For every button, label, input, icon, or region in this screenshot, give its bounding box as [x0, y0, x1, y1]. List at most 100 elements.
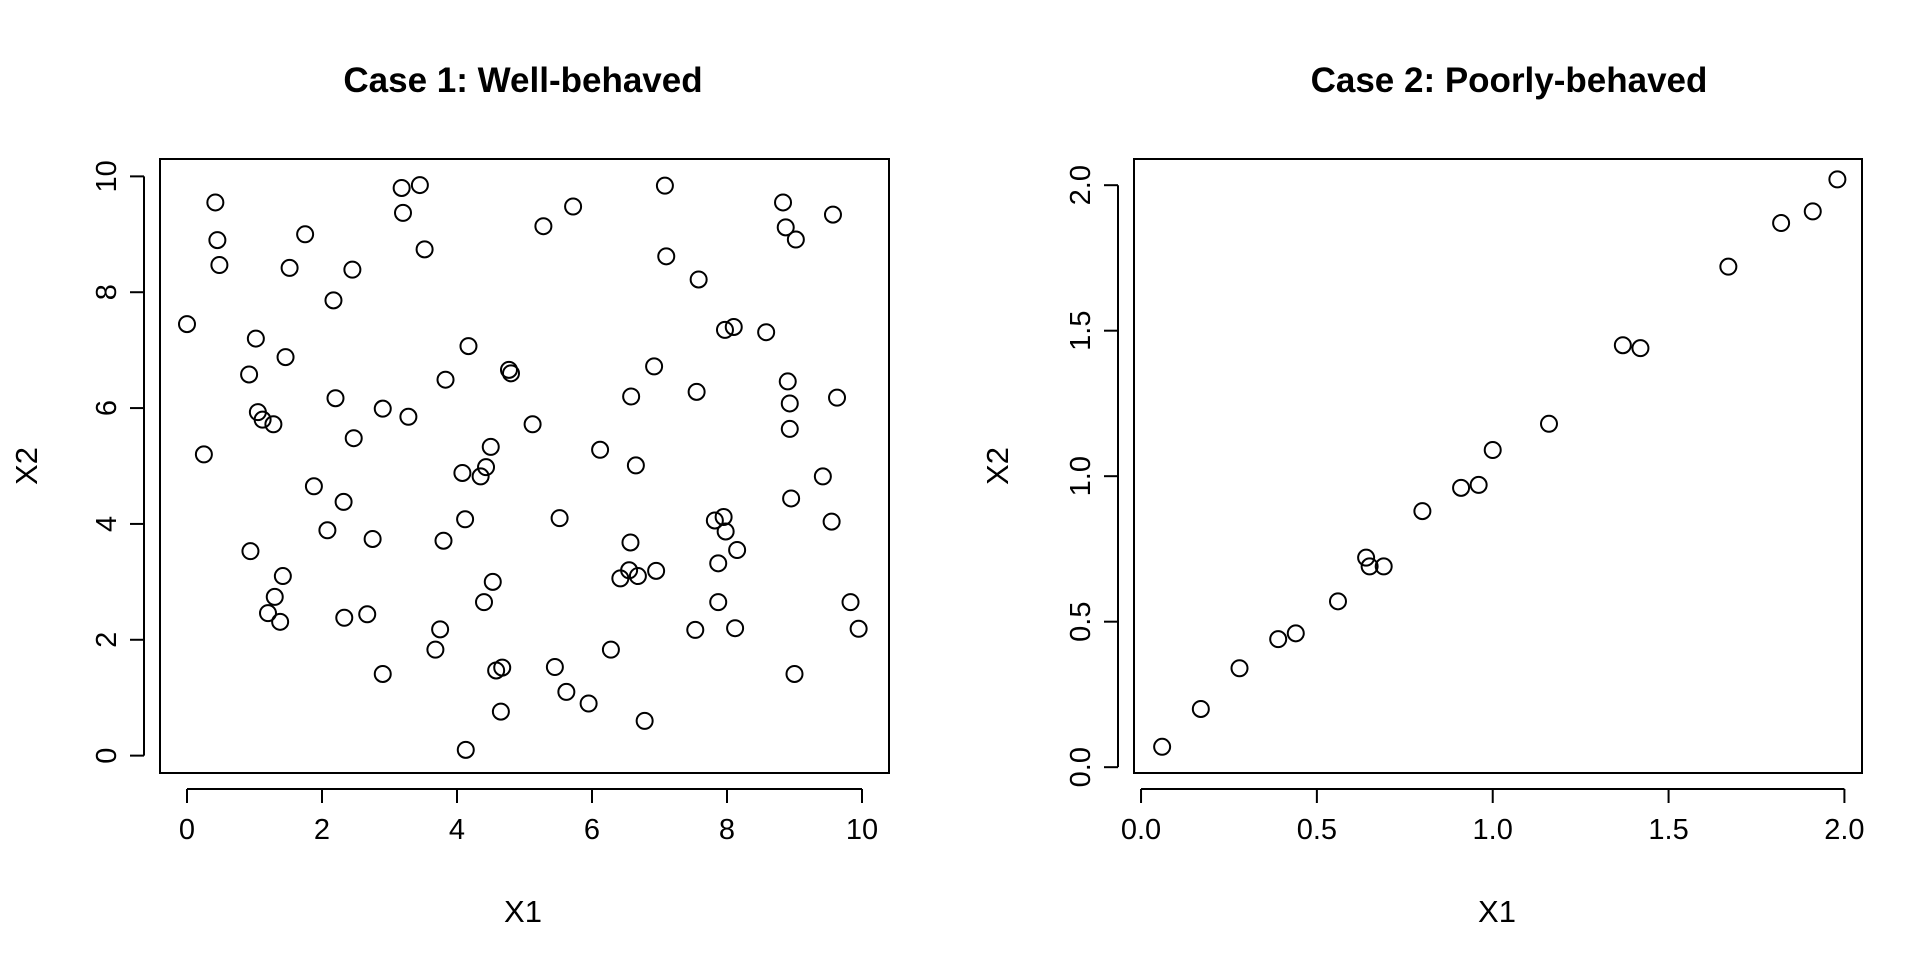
plot-frame: [159, 158, 890, 774]
data-point: [335, 608, 354, 627]
data-point: [194, 445, 213, 464]
data-point: [453, 463, 472, 482]
data-point: [635, 711, 654, 730]
data-point: [392, 178, 411, 197]
data-point: [304, 477, 323, 496]
data-point: [456, 740, 475, 759]
data-point: [265, 587, 284, 606]
data-point: [1374, 557, 1393, 576]
data-point: [178, 315, 196, 334]
data-point: [774, 193, 793, 212]
data-point: [689, 270, 708, 289]
data-point: [358, 605, 377, 624]
x-tick-label: 0.0: [1121, 814, 1161, 846]
data-point: [1153, 737, 1172, 756]
data-point: [343, 260, 362, 279]
data-point: [1828, 170, 1847, 189]
data-point: [493, 658, 512, 677]
data-point: [782, 489, 801, 508]
data-point: [780, 419, 799, 438]
data-point: [264, 415, 283, 434]
data-point: [373, 399, 392, 418]
data-point: [715, 320, 734, 339]
x-tick-label: 8: [719, 814, 735, 846]
data-point: [1191, 699, 1210, 718]
y-axis-ticks: 0.0 0.5 1.0 1.5 2.0: [1065, 165, 1119, 787]
data-point: [363, 529, 382, 548]
plot-frame: [1133, 158, 1863, 774]
data-point: [271, 612, 290, 631]
data-point: [564, 197, 583, 216]
data-point: [373, 664, 392, 683]
data-point: [240, 365, 259, 384]
data-point: [434, 531, 453, 550]
data-point: [557, 682, 576, 701]
data-point: [1483, 440, 1502, 459]
data-point: [849, 619, 868, 638]
data-point: [1357, 548, 1376, 567]
data-point: [841, 593, 860, 612]
data-point: [716, 522, 735, 541]
data-point: [1328, 592, 1347, 611]
data-point: [280, 258, 299, 277]
data-point: [273, 567, 292, 586]
data-point: [1469, 475, 1488, 494]
data-point: [657, 247, 676, 266]
y-axis-label: X2: [980, 447, 1015, 485]
y-tick-label: 2.0: [1065, 165, 1097, 205]
x-tick-label: 2: [314, 814, 330, 846]
data-point: [724, 317, 743, 336]
data-point: [324, 291, 343, 310]
data-point: [1613, 336, 1632, 355]
data-point: [491, 702, 510, 721]
data-point: [776, 218, 795, 237]
x-tick-label: 0.5: [1297, 814, 1337, 846]
data-point: [1772, 214, 1791, 233]
data-point: [246, 329, 265, 348]
y-tick-label: 4: [91, 516, 123, 532]
data-point: [601, 640, 620, 659]
data-point: [579, 694, 598, 713]
data-point: [828, 388, 847, 407]
y-tick-label: 2: [91, 632, 123, 648]
data-point: [426, 640, 445, 659]
chart-title: Case 1: Well-behaved: [343, 61, 702, 100]
data-point: [326, 389, 345, 408]
data-point: [399, 407, 418, 426]
data-point: [757, 323, 776, 342]
data-point: [410, 176, 429, 195]
x-axis-label: X1: [1478, 894, 1516, 929]
data-point: [622, 387, 641, 406]
data-point: [1269, 630, 1288, 649]
x-tick-label: 10: [846, 814, 878, 846]
data-point: [726, 619, 745, 638]
y-tick-label: 8: [91, 284, 123, 300]
y-tick-label: 0.5: [1065, 602, 1097, 642]
data-point: [823, 205, 842, 224]
data-point: [778, 372, 797, 391]
panel-case-2: Case 2: Poorly-behaved X1 X2 0.0 0.5 1.0 1.…: [980, 61, 1865, 929]
data-point: [206, 193, 225, 212]
data-point: [620, 561, 639, 580]
y-axis-ticks: 0 2 4 6 8 10: [91, 160, 145, 764]
data-point: [259, 604, 277, 623]
data-point: [1286, 624, 1305, 643]
data-point: [1413, 502, 1432, 521]
x-tick-label: 1.0: [1473, 814, 1513, 846]
data-point: [728, 540, 747, 559]
x-tick-label: 6: [584, 814, 600, 846]
data-point: [822, 512, 841, 531]
x-tick-label: 4: [449, 814, 465, 846]
data-point: [318, 521, 337, 540]
data-point: [813, 467, 832, 486]
data-point: [344, 429, 363, 448]
data-point: [523, 415, 542, 434]
data-point: [628, 567, 647, 586]
data-point: [241, 542, 260, 561]
data-point: [394, 203, 412, 222]
data-point: [714, 507, 733, 526]
data-point: [334, 492, 353, 511]
y-axis-label: X2: [9, 447, 44, 485]
data-point: [210, 256, 229, 275]
